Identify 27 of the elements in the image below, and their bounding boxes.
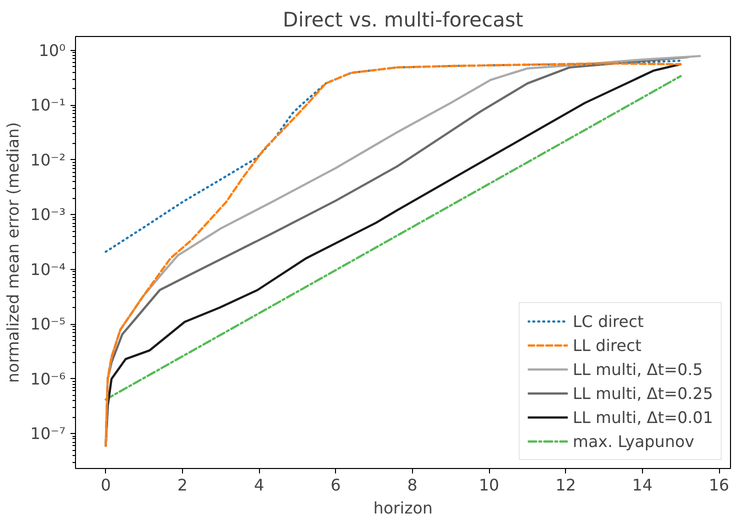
x-tick-label: 2 <box>177 476 188 494</box>
x-tick-label: 4 <box>254 476 264 494</box>
y-tick-label: 10⁻⁶ <box>30 369 66 388</box>
legend-label: LL multi, Δt=0.5 <box>572 360 703 378</box>
x-tick-label: 12 <box>556 476 576 494</box>
chart-title: Direct vs. multi-forecast <box>282 8 524 32</box>
x-tick-label: 16 <box>708 476 730 494</box>
y-tick-label: 10⁻³ <box>30 205 66 224</box>
legend-label: LL multi, Δt=0.25 <box>572 384 713 402</box>
x-tick-label: 6 <box>330 476 341 494</box>
y-tick-label: 10⁻⁷ <box>30 424 66 444</box>
legend-label: LL direct <box>572 336 642 354</box>
y-tick-label: 10⁻⁴ <box>30 260 66 279</box>
x-tick-label: 14 <box>632 476 653 494</box>
y-tick-label: 10⁻¹ <box>30 96 66 115</box>
y-tick-label: 10⁻² <box>30 150 66 170</box>
legend-label: LC direct <box>572 312 644 330</box>
legend-label: max. Lyapunov <box>572 432 694 450</box>
x-tick-label: 0 <box>100 476 111 494</box>
y-tick-label: 10⁰ <box>38 40 66 60</box>
y-tick-label: 10⁻⁵ <box>30 314 66 334</box>
x-tick-label: 10 <box>478 476 500 494</box>
legend-label: LL multi, Δt=0.01 <box>572 408 713 426</box>
x-tick-label: 8 <box>407 476 418 494</box>
y-axis-title: normalized mean error (median) <box>3 122 22 383</box>
x-axis-title: horizon <box>373 498 433 518</box>
line-series <box>104 60 682 253</box>
